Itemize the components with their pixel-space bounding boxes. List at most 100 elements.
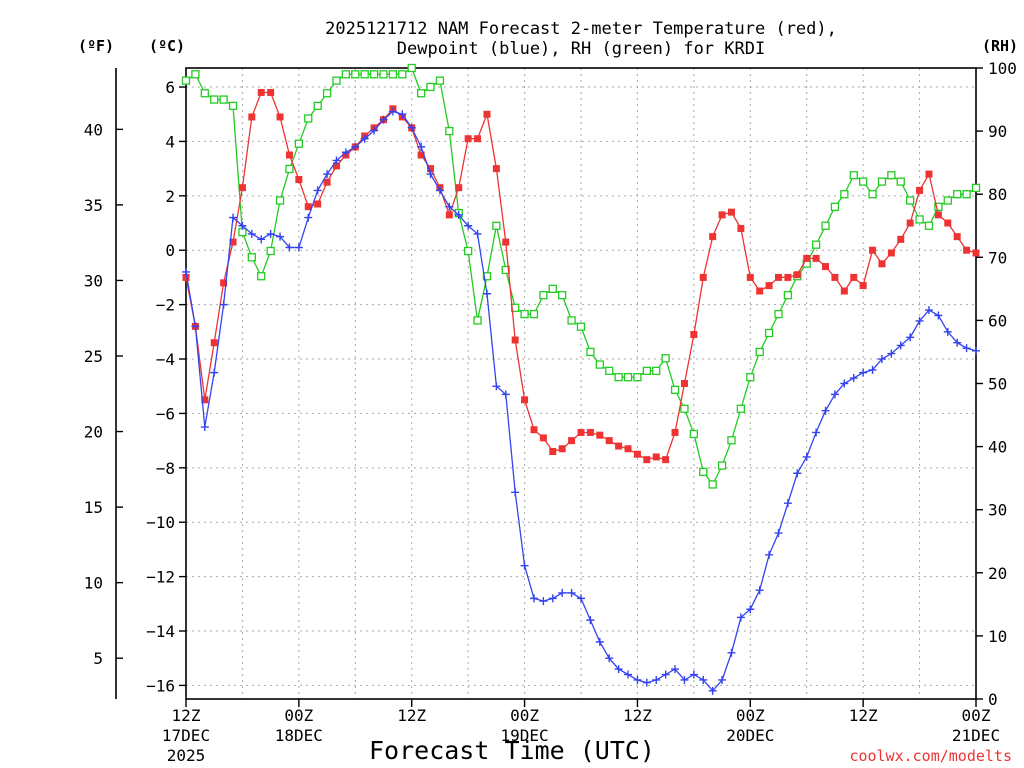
dewpoint-point	[661, 670, 670, 679]
dewpoint-point	[595, 637, 604, 646]
fahrenheit-tick-label: 20	[84, 423, 103, 442]
rh-tick-label: 80	[988, 185, 1007, 204]
rh-point	[717, 461, 727, 470]
temperature-point	[859, 282, 867, 290]
dewpoint-point	[182, 267, 190, 276]
x-tick-label-time: 00Z	[510, 706, 539, 725]
dewpoint-point	[332, 156, 341, 165]
dewpoint-point	[972, 346, 980, 355]
temperature-point	[822, 263, 830, 271]
temperature-point	[304, 203, 312, 211]
rh-point	[962, 190, 971, 199]
rh-point	[247, 253, 256, 262]
temperature-point	[332, 162, 340, 170]
rh-point	[567, 316, 576, 325]
dewpoint-point	[887, 349, 896, 358]
rh-tick-label: 0	[988, 690, 998, 709]
dewpoint-point	[755, 586, 764, 595]
temperature-point	[680, 380, 688, 387]
temperature-point	[596, 431, 604, 439]
rh-point	[623, 373, 633, 382]
celsius-tick-label: −2	[156, 296, 175, 315]
temperature-point	[953, 233, 961, 241]
x-tick-label-time: 12Z	[623, 706, 652, 725]
rh-point	[360, 70, 369, 79]
temperature-point	[793, 271, 801, 279]
dewpoint-point	[624, 670, 633, 679]
temperature-point	[671, 428, 679, 436]
rh-point	[266, 246, 275, 256]
temperature-point	[840, 287, 848, 295]
dewpoint-point	[877, 355, 886, 364]
x-axis-title: Forecast Time (UTC)	[369, 736, 655, 765]
celsius-tick-label: −12	[146, 568, 175, 587]
dewpoint-point	[915, 316, 924, 325]
dewpoint-point	[567, 588, 576, 597]
dewpoint-point	[379, 115, 388, 124]
dewpoint-point	[793, 469, 802, 478]
dewpoint-point	[577, 594, 585, 603]
dewpoint-point	[229, 213, 238, 222]
celsius-tick-label: −14	[146, 622, 175, 641]
temperature-point	[803, 254, 811, 262]
temperature-point	[784, 273, 792, 281]
rh-point	[783, 291, 793, 300]
rh-point	[558, 291, 567, 300]
rh-point	[661, 354, 670, 363]
rh-point	[633, 373, 642, 382]
dewpoint-point	[200, 423, 209, 432]
temperature-point	[220, 279, 228, 287]
temperature-point	[323, 178, 331, 186]
dewpoint-point	[266, 229, 275, 238]
fahrenheit-tick-label: 15	[84, 498, 103, 517]
temperature-point	[539, 434, 547, 442]
temperature-point	[276, 113, 284, 121]
x-tick-label-date: 19DEC	[500, 726, 548, 745]
rh-point	[294, 139, 304, 148]
dewpoint-point	[464, 221, 473, 230]
rh-point	[953, 190, 962, 199]
fahrenheit-tick-label: 40	[84, 120, 103, 139]
temperature-point	[445, 211, 453, 219]
x-tick-label-date: 17DEC	[162, 726, 210, 745]
temperature-point	[511, 336, 519, 344]
dewpoint-point	[859, 368, 868, 377]
temperature-point	[718, 211, 726, 219]
x-tick-label-date: 21DEC	[952, 726, 1000, 745]
rh-point	[877, 177, 887, 186]
rh-point	[435, 76, 445, 85]
temperature-point	[831, 273, 839, 281]
dewpoint-point	[191, 322, 200, 331]
dewpoint-point	[934, 311, 943, 320]
rh-point	[680, 404, 689, 413]
rh-point	[369, 70, 379, 79]
chart-title-line-2: Dewpoint (blue), RH (green) for KRDI	[397, 39, 765, 59]
dewpoint-point	[896, 341, 905, 350]
rh-point	[285, 164, 294, 174]
temperature-point	[916, 186, 924, 194]
fahrenheit-tick-label: 30	[84, 271, 103, 290]
dewpoint-point	[257, 235, 266, 244]
temperature-point	[652, 453, 660, 461]
fahrenheit-tick-label: 25	[84, 347, 103, 366]
dewpoint-point	[313, 186, 322, 195]
dewpoint-point	[849, 374, 858, 383]
temperature-point	[869, 246, 877, 254]
dewpoint-point	[830, 390, 839, 399]
dewpoint-point	[680, 675, 689, 684]
rh-point	[887, 171, 896, 180]
rh-point	[257, 272, 266, 281]
dewpoint-point	[360, 134, 369, 143]
rh-point	[934, 202, 943, 211]
temperature-point	[887, 249, 895, 257]
dewpoint-point	[511, 488, 520, 497]
rh-point	[811, 240, 821, 249]
rh-point	[906, 196, 915, 205]
dewpoint-point	[454, 210, 463, 219]
celsius-tick-label: −4	[156, 350, 175, 369]
rh-point	[398, 70, 407, 79]
dewpoint-point	[821, 406, 830, 415]
dewpoint-point	[689, 670, 698, 679]
celsius-tick-label: −8	[156, 459, 175, 478]
temperature-point	[756, 287, 764, 295]
